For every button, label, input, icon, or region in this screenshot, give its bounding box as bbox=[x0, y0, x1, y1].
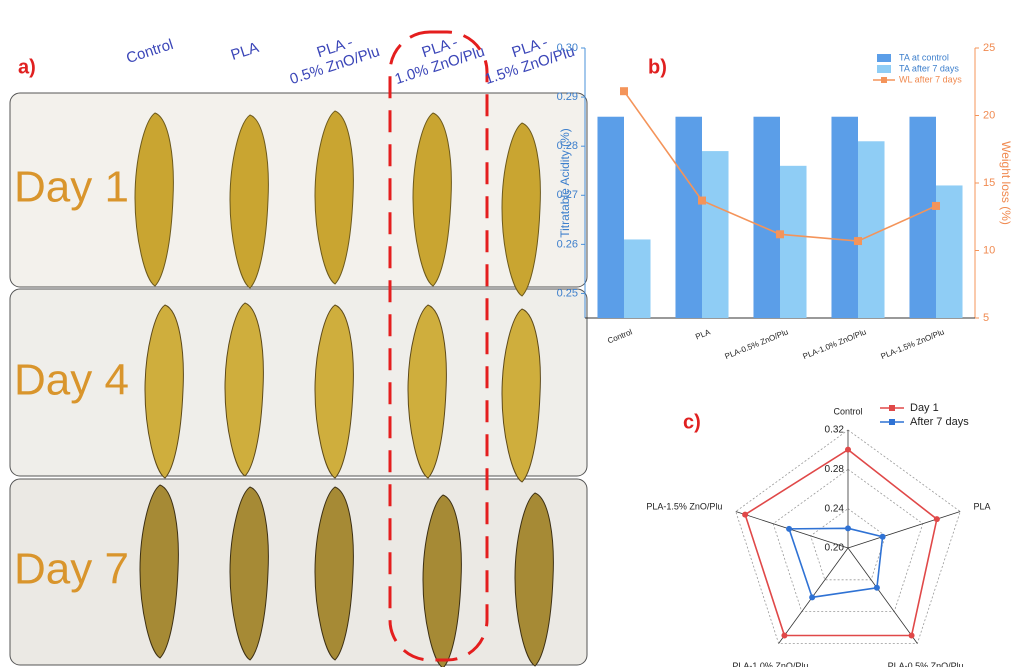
row-label: Day 4 bbox=[14, 356, 129, 405]
radar-point bbox=[845, 447, 851, 453]
column-header: PLA bbox=[229, 39, 261, 64]
legend-label: TA at control bbox=[899, 52, 949, 62]
y-tick-label: 0.25 bbox=[557, 287, 578, 299]
panel-b: b)0.250.260.270.280.290.30510152025Titra… bbox=[557, 42, 1013, 361]
y2-tick-label: 10 bbox=[983, 244, 995, 256]
radar-point bbox=[880, 534, 886, 540]
radar-point bbox=[934, 516, 940, 522]
y2-tick-label: 5 bbox=[983, 312, 989, 324]
radar-point bbox=[874, 585, 880, 591]
legend-swatch bbox=[877, 54, 891, 62]
legend-swatch bbox=[889, 405, 895, 411]
radar-point bbox=[845, 525, 851, 531]
bar bbox=[831, 117, 858, 318]
r-tick-label: 0.20 bbox=[825, 543, 845, 554]
row-label: Day 7 bbox=[14, 545, 129, 594]
axis-label: Control bbox=[833, 406, 862, 416]
panel-label: a) bbox=[18, 56, 36, 78]
x-tick-label: PLA-0.5% ZnO/Plu bbox=[723, 327, 789, 361]
y-axis-title: Titratable Acidity (%) bbox=[558, 128, 572, 238]
bar bbox=[675, 117, 702, 318]
bar bbox=[753, 117, 780, 318]
axis-label: PLA-0.5% ZnO/Plu bbox=[888, 661, 964, 667]
panel-c: c) 0.20 0.24 0.28 0.32 Control PLA PLA-0.5% ZnO… bbox=[646, 402, 990, 667]
line-marker bbox=[932, 202, 940, 210]
line-marker bbox=[854, 237, 862, 245]
axis-label: PLA-1.0% ZnO/Plu bbox=[732, 661, 808, 667]
x-tick-label: PLA-1.5% ZnO/Plu bbox=[879, 327, 945, 361]
line-marker bbox=[776, 230, 784, 238]
bar bbox=[702, 151, 729, 318]
figure-canvas: a) ControlPLAPLA -0.5% ZnO/PluPLA -1.0% bbox=[0, 0, 1023, 667]
legend-label: WL after 7 days bbox=[899, 74, 962, 84]
column-header: Control bbox=[124, 36, 175, 67]
y2-tick-label: 25 bbox=[983, 42, 995, 54]
r-tick-label: 0.28 bbox=[825, 464, 845, 475]
radar-axis bbox=[848, 512, 960, 548]
radar-point bbox=[809, 594, 815, 600]
y-tick-label: 0.26 bbox=[557, 238, 578, 250]
line-marker bbox=[620, 87, 628, 95]
x-tick-label: PLA-1.0% ZnO/Plu bbox=[801, 327, 867, 361]
radar-point bbox=[786, 526, 792, 532]
bar bbox=[909, 117, 936, 318]
x-tick-label: Control bbox=[606, 327, 633, 345]
y2-tick-label: 20 bbox=[983, 109, 995, 121]
radar-point bbox=[781, 633, 787, 639]
bar bbox=[780, 166, 807, 318]
axis-label: PLA-1.5% ZnO/Plu bbox=[646, 502, 722, 512]
legend-label: After 7 days bbox=[910, 416, 969, 428]
line-marker bbox=[698, 197, 706, 205]
legend-swatch bbox=[881, 77, 887, 83]
bar bbox=[597, 117, 624, 318]
legend-swatch bbox=[877, 65, 891, 73]
r-tick-label: 0.32 bbox=[825, 425, 845, 436]
y-tick-label: 0.29 bbox=[557, 91, 578, 103]
bar bbox=[858, 141, 885, 318]
panel-label: c) bbox=[683, 411, 701, 433]
bar bbox=[624, 239, 651, 318]
figure: a) ControlPLAPLA -0.5% ZnO/PluPLA -1.0% bbox=[0, 0, 1023, 667]
radar-line bbox=[789, 528, 883, 597]
legend-label: TA after 7 days bbox=[899, 63, 959, 73]
axis-label: PLA bbox=[974, 502, 991, 512]
row-label: Day 1 bbox=[14, 163, 129, 212]
x-tick-label: PLA bbox=[694, 327, 712, 341]
panel-label: b) bbox=[648, 56, 667, 78]
radar-point bbox=[742, 512, 748, 518]
radar-axis bbox=[848, 548, 917, 643]
y2-axis-title: Weight loss (%) bbox=[999, 141, 1013, 225]
radar-point bbox=[909, 633, 915, 639]
y2-tick-label: 15 bbox=[983, 177, 995, 189]
legend-label: Day 1 bbox=[910, 402, 939, 414]
legend-swatch bbox=[889, 419, 895, 425]
y-tick-label: 0.30 bbox=[557, 42, 578, 54]
r-tick-label: 0.24 bbox=[825, 503, 845, 514]
